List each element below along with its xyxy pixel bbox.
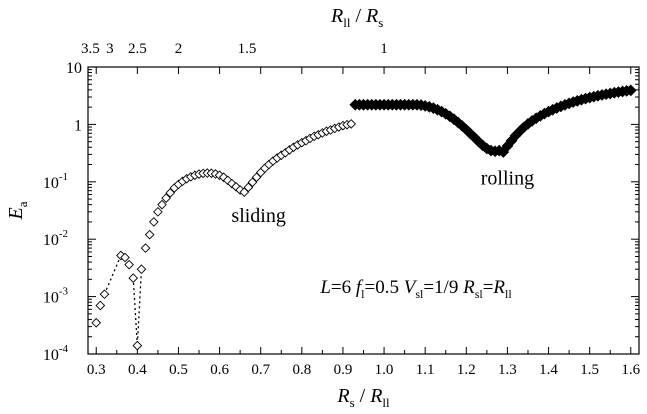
- data-markers: [91, 84, 637, 351]
- top-tick-label: 3.5: [81, 41, 100, 57]
- annotation-sliding: sliding: [231, 205, 285, 227]
- data-point-sliding: [91, 317, 102, 328]
- x-tick-label: 0.7: [251, 362, 270, 378]
- x-tick-label: 0.3: [87, 362, 106, 378]
- dotted-lines: [103, 255, 143, 346]
- dotted-connector: [103, 255, 122, 295]
- data-point-sliding: [161, 193, 171, 203]
- y-tick-label: 10-3: [43, 286, 69, 307]
- annotation-rolling: rolling: [481, 167, 534, 189]
- top-tick-label: 3: [106, 41, 114, 57]
- data-point-sliding: [157, 199, 167, 210]
- data-point-sliding: [346, 119, 357, 129]
- x-tick-label: 0.5: [169, 362, 188, 378]
- x-tick-label: 1.1: [416, 362, 435, 378]
- data-point-sliding: [95, 300, 106, 311]
- y-tick-label: 10-2: [43, 228, 68, 249]
- y-tick-label: 10-1: [43, 171, 68, 192]
- data-point-sliding: [136, 264, 147, 275]
- data-point-sliding: [132, 340, 143, 351]
- data-point-sliding: [140, 243, 151, 253]
- data-point-sliding: [144, 229, 155, 240]
- x-axis-label: Rs / Rll: [336, 385, 390, 410]
- x-tick-label: 1.3: [498, 362, 517, 378]
- x-tick-label: 1.2: [457, 362, 476, 378]
- y-tick-label: 10-4: [43, 343, 69, 364]
- data-point-sliding: [148, 217, 159, 227]
- top-axis-label: Rll / Rs: [330, 5, 383, 30]
- y-axis: 10-4 10-3 10-2 10-1 1 10: [43, 60, 639, 364]
- y-axis-label-group: Ea: [5, 201, 30, 220]
- y-tick-label: 10: [66, 60, 82, 77]
- x-tick-label: 1.5: [580, 362, 599, 378]
- x-axis: 0.3 0.4 0.5 0.6 0.7 0.8 0.9 1.0 1.1 1.2 1.3 1.4 1.5 1…: [87, 67, 641, 378]
- data-point-sliding: [120, 252, 130, 263]
- data-point-sliding: [153, 206, 163, 217]
- x-tick-label: 1.4: [539, 362, 558, 378]
- data-point-sliding: [99, 289, 110, 300]
- x-tick-label: 0.4: [128, 362, 147, 378]
- y-tick-label: 1: [74, 117, 82, 134]
- data-point-rolling: [624, 84, 637, 97]
- top-tick-label: 1: [380, 41, 388, 57]
- top-axis: 3.5 3 2.5 2 1.5 1: [81, 41, 388, 57]
- top-tick-label: 2: [175, 41, 183, 57]
- data-point-sliding: [128, 273, 139, 283]
- x-tick-label: 1.6: [621, 362, 640, 378]
- top-tick-label: 1.5: [238, 41, 257, 57]
- y-axis-label: Ea: [5, 201, 30, 220]
- data-point-sliding: [218, 172, 229, 183]
- x-tick-label: 1.0: [375, 362, 394, 378]
- data-point-sliding: [165, 188, 176, 198]
- data-point-sliding: [222, 175, 233, 186]
- annotation-parameters: L=6 fl=0.5 Vsl=1/9 Rsl=Rll: [319, 277, 512, 301]
- x-tick-label: 0.8: [292, 362, 311, 378]
- top-tick-label: 2.5: [128, 41, 147, 57]
- data-point-sliding: [124, 259, 134, 270]
- data-point-sliding: [243, 182, 254, 193]
- x-tick-label: 0.9: [334, 362, 353, 378]
- x-tick-label: 0.6: [210, 362, 229, 378]
- data-point-sliding: [247, 177, 258, 188]
